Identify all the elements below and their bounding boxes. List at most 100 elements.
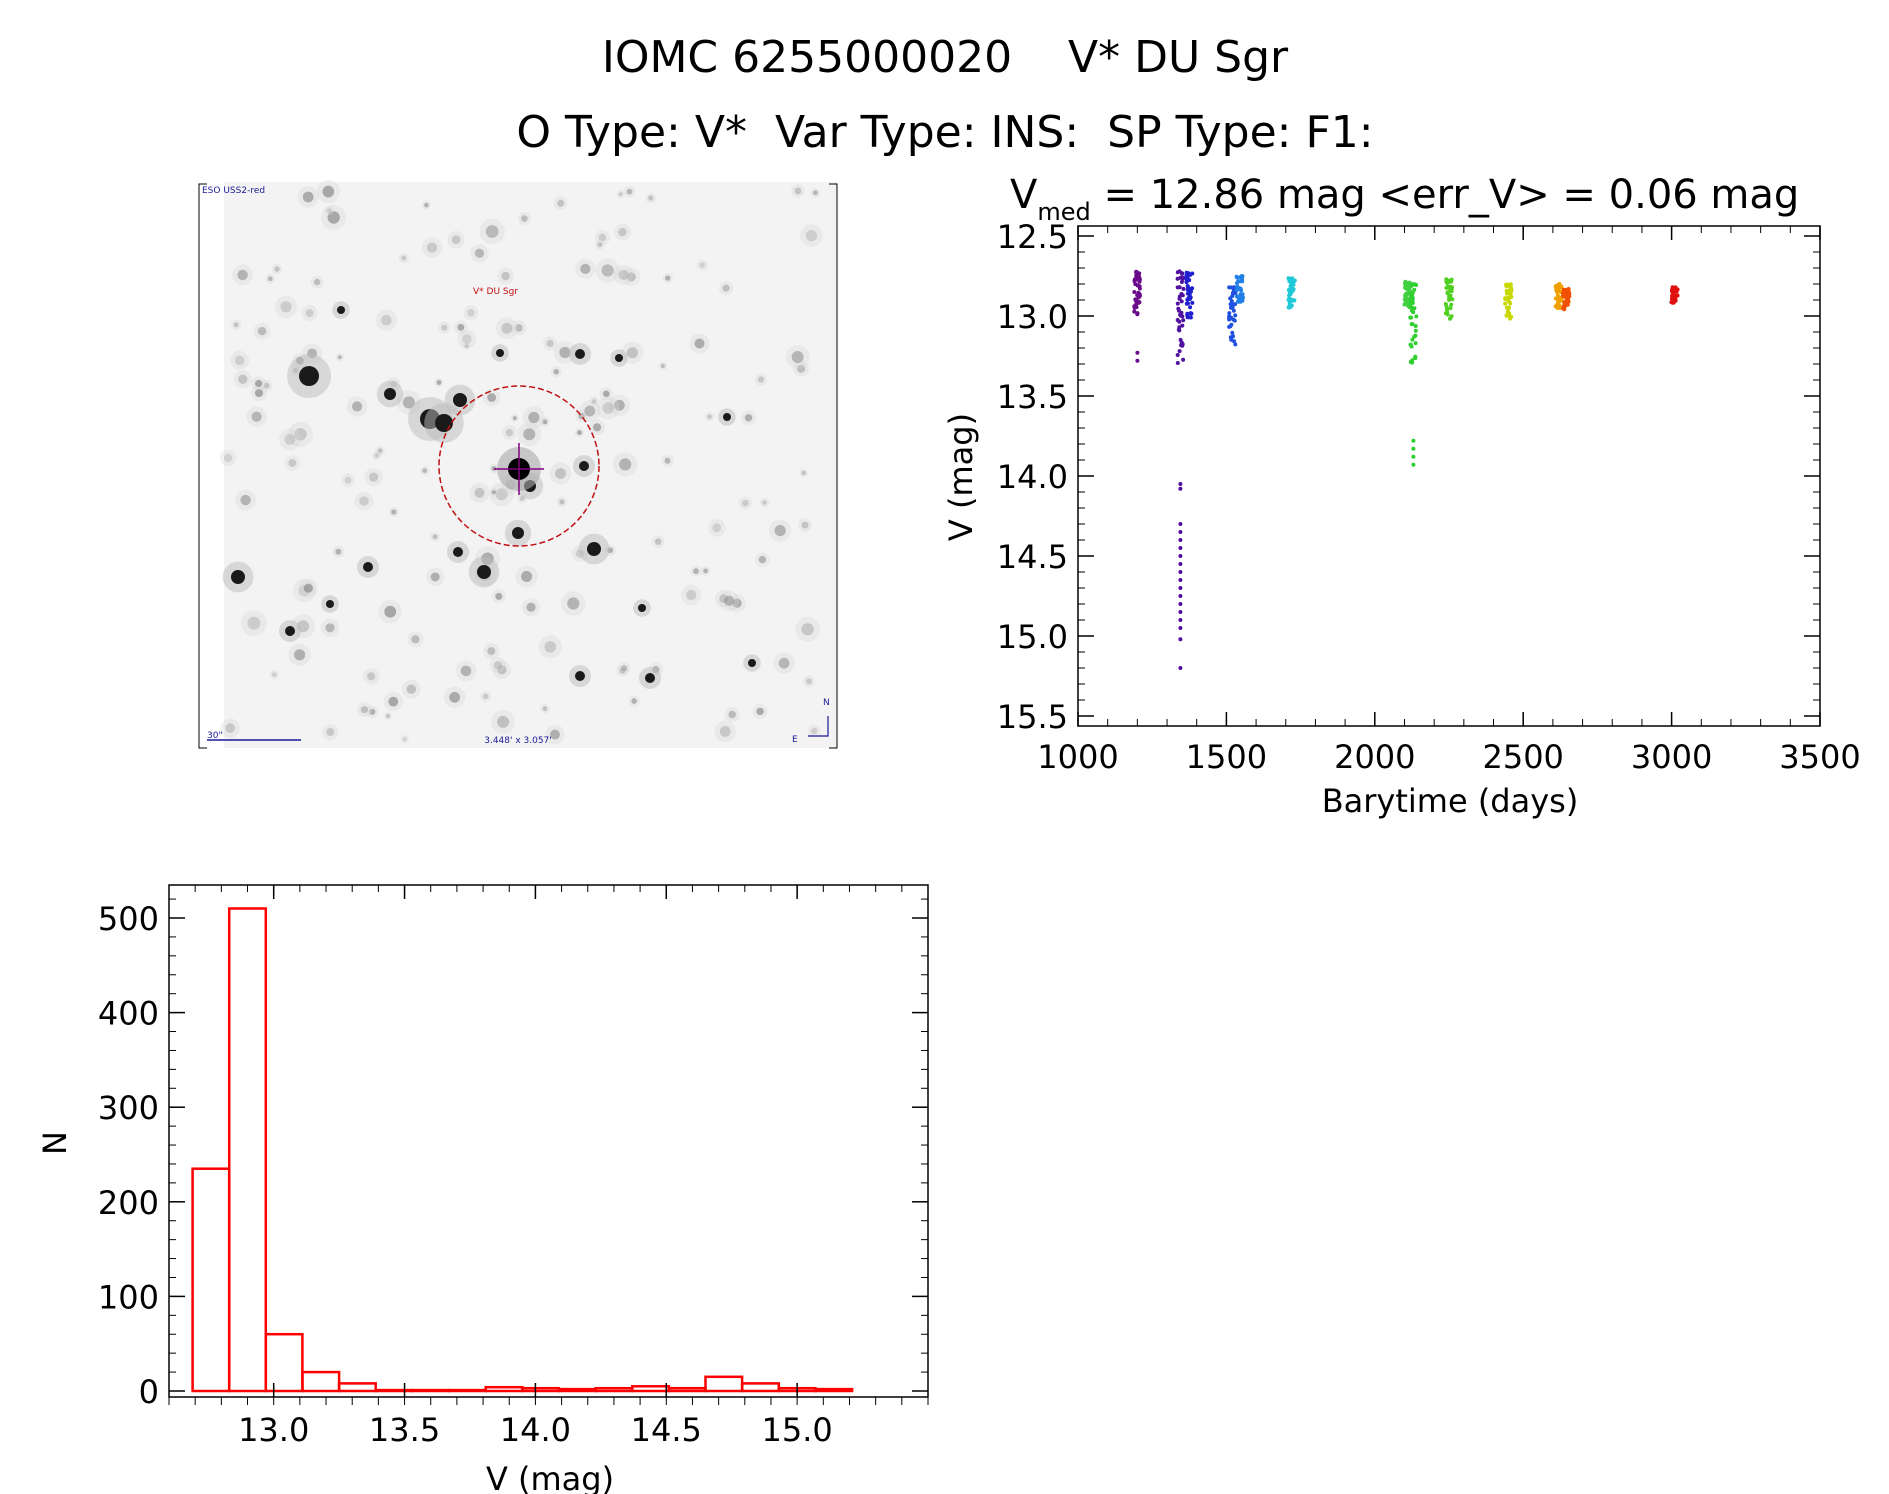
faint-star	[614, 223, 631, 241]
lightcurve-point	[1412, 287, 1417, 292]
faint-star	[363, 668, 380, 685]
faint-star-core	[482, 693, 489, 700]
faint-star-core	[546, 339, 554, 348]
faint-star-core	[240, 494, 251, 506]
faint-star	[489, 482, 514, 507]
faint-star	[589, 396, 599, 407]
faint-star	[492, 660, 512, 680]
faint-star-core	[449, 691, 461, 703]
faint-star	[231, 319, 242, 330]
faint-star-core	[384, 605, 397, 618]
lightcurve-point	[1132, 309, 1137, 314]
faint-star-core	[618, 269, 629, 280]
lightcurve-ticks: 1000 1500 2000 2500 3000 3500 12.5 13.0 13.5 14.0…	[997, 218, 1861, 776]
image-frame-left	[198, 183, 207, 749]
lightcurve-outlier-point	[1135, 350, 1140, 355]
histogram-ytick-label: 0	[139, 1373, 159, 1411]
faint-star-core	[238, 374, 248, 384]
lightcurve-point	[1227, 324, 1232, 329]
lightcurve-point	[1561, 305, 1566, 310]
lightcurve-point	[1503, 297, 1508, 301]
faint-star	[556, 496, 568, 507]
faint-star-core	[544, 641, 557, 653]
lightcurve-point	[1404, 280, 1409, 285]
lightcurve-point	[1449, 277, 1454, 282]
bright-star	[748, 659, 756, 667]
faint-star-core	[462, 334, 472, 344]
faint-star-core	[337, 355, 342, 360]
lightcurve-point	[1186, 286, 1191, 291]
lightcurve-point	[1239, 278, 1244, 283]
faint-star-core	[813, 190, 818, 196]
lightcurve-point	[1556, 289, 1561, 294]
lightcurve-point	[1448, 293, 1453, 298]
histogram-xtick-label: 13.5	[369, 1411, 440, 1449]
faint-star	[553, 196, 568, 211]
faint-star-core	[523, 428, 536, 441]
lightcurve-outlier-point	[1178, 618, 1183, 622]
histogram-bar	[704, 1375, 744, 1393]
faint-star-core	[326, 728, 335, 737]
lightcurve-point	[1181, 286, 1186, 291]
lightcurve-point	[1413, 341, 1418, 346]
lightcurve-point	[1231, 308, 1236, 313]
faint-star-core	[526, 602, 536, 612]
histogram-ytick-label: 300	[98, 1089, 159, 1127]
lightcurve-point	[1409, 322, 1414, 326]
faint-star	[613, 264, 634, 285]
faint-star-core	[791, 351, 804, 363]
faint-star-core	[665, 275, 671, 281]
faint-star-core	[626, 188, 633, 195]
lightcurve-point	[1137, 279, 1142, 284]
lightcurve-point	[1185, 271, 1190, 276]
faint-star	[324, 205, 334, 216]
lightcurve-point	[1408, 297, 1413, 302]
lightcurve-outlier-point	[1178, 578, 1183, 582]
lightcurve-point	[1175, 276, 1180, 281]
faint-star-core	[406, 684, 416, 694]
faint-star	[738, 496, 753, 510]
lightcurve-point	[1237, 298, 1242, 303]
faint-star	[462, 342, 471, 351]
page-title: IOMC 6255000020 V* DU Sgr	[602, 32, 1289, 83]
faint-star-core	[485, 225, 499, 238]
lightcurve-xtick-label: 2500	[1482, 738, 1563, 776]
faint-star-core	[758, 556, 767, 564]
bright-star	[723, 413, 731, 421]
faint-star-core	[441, 324, 448, 331]
histogram-ytick-label: 400	[98, 995, 159, 1033]
faint-star	[543, 336, 558, 351]
faint-star-core	[327, 211, 340, 224]
faint-star	[489, 657, 506, 674]
faint-star-core	[302, 191, 314, 203]
faint-star-core	[367, 672, 376, 681]
lightcurve-point	[1404, 300, 1409, 305]
bright-star	[496, 349, 504, 357]
faint-star	[502, 425, 517, 440]
lightcurve-point	[1413, 328, 1418, 333]
histogram-xtick-label: 13.0	[238, 1411, 309, 1449]
faint-star	[279, 428, 301, 451]
faint-star-core	[648, 195, 654, 201]
lightcurve-outlier-point	[1178, 594, 1183, 598]
faint-star	[401, 679, 421, 699]
lightcurve-outlier-point	[1411, 446, 1416, 451]
lightcurve-point	[1675, 287, 1680, 292]
faint-star	[447, 231, 465, 249]
faint-star-core	[326, 208, 332, 214]
faint-star	[220, 718, 240, 738]
faint-star	[800, 224, 823, 248]
lightcurve-point	[1287, 305, 1292, 310]
bright-star	[477, 565, 491, 579]
faint-star	[400, 735, 409, 744]
faint-star-core	[501, 322, 513, 334]
faint-star-core	[391, 509, 397, 515]
faint-star-core	[555, 468, 566, 479]
lightcurve-point	[1564, 295, 1569, 300]
lightcurve-point	[1446, 279, 1451, 284]
faint-star	[616, 190, 625, 199]
histogram-ytick-label: 500	[98, 900, 159, 938]
bright-star	[638, 604, 646, 612]
lightcurve-outlier-point	[1178, 570, 1183, 574]
faint-star	[483, 643, 500, 660]
